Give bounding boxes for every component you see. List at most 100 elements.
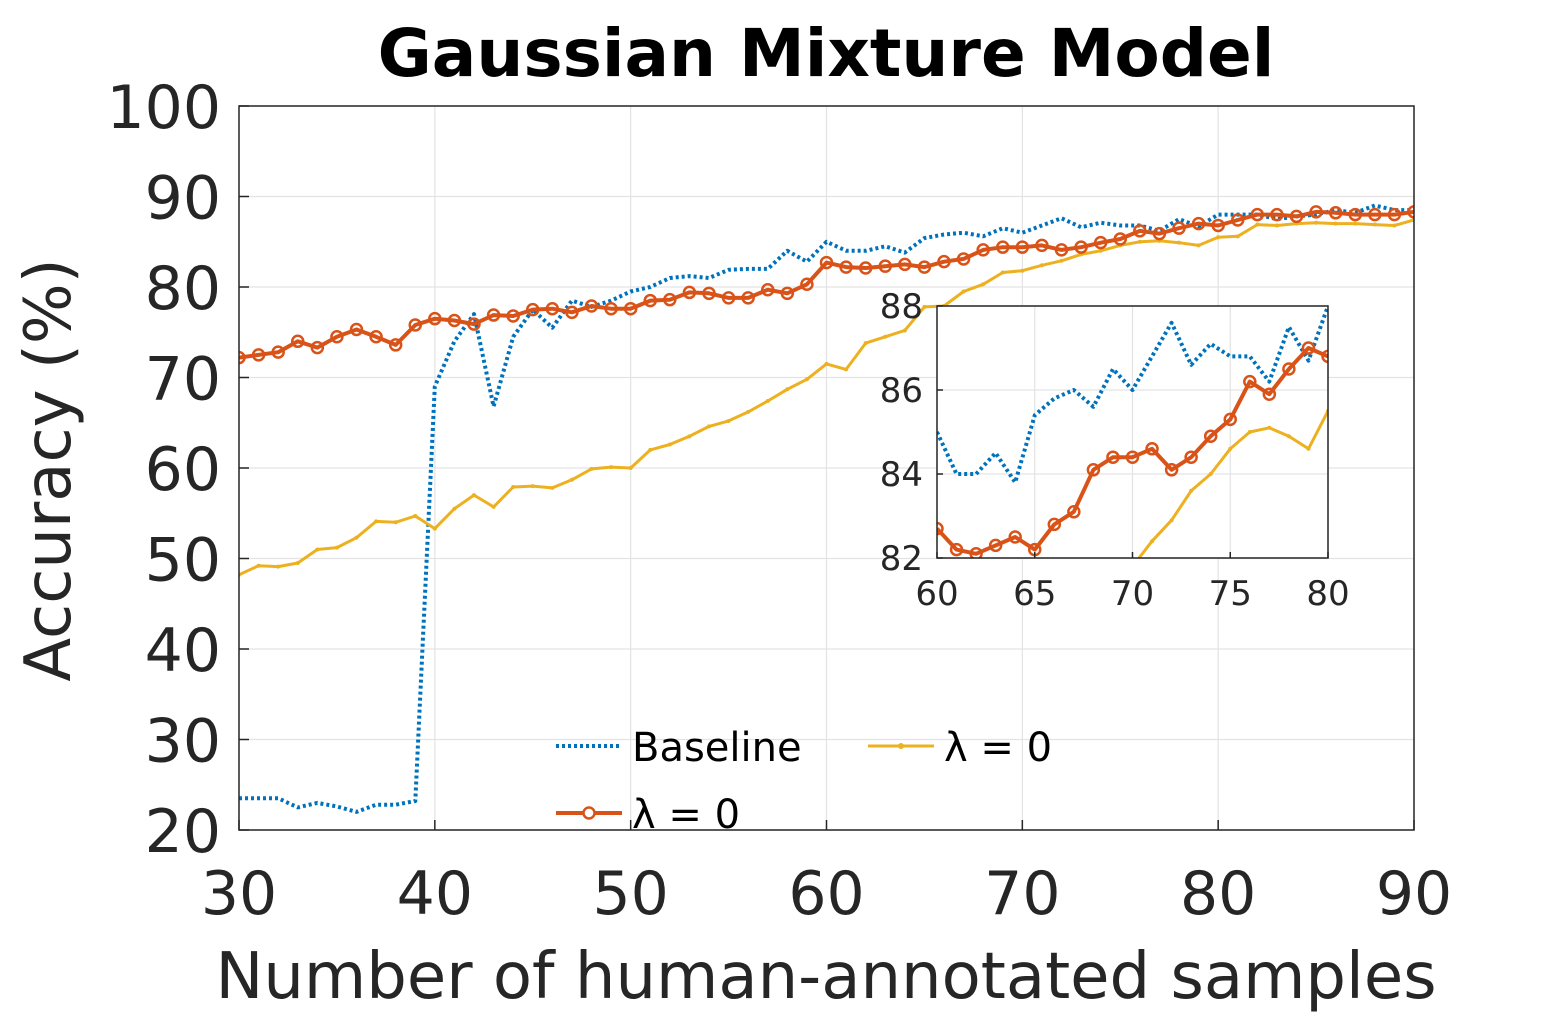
main-point-lambda-yellow bbox=[432, 526, 437, 531]
main-x-tick-label: 50 bbox=[592, 859, 668, 929]
main-point-lambda-orange bbox=[1015, 240, 1030, 254]
inset-point-lambda-orange bbox=[1321, 349, 1328, 364]
inset-series-line-baseline bbox=[937, 306, 1328, 485]
main-point-lambda-orange bbox=[839, 260, 853, 274]
main-y-tick-label: 30 bbox=[145, 707, 221, 777]
main-point-lambda-orange bbox=[251, 348, 266, 362]
main-point-lambda-orange bbox=[565, 305, 579, 320]
chart-title: Gaussian Mixture Model bbox=[378, 15, 1275, 92]
main-point-lambda-orange bbox=[643, 293, 657, 308]
inset-point-lambda-orange bbox=[1262, 387, 1277, 401]
y-axis-label: Accuracy (%) bbox=[12, 258, 86, 681]
main-point-lambda-yellow bbox=[1020, 268, 1025, 273]
main-point-lambda-orange bbox=[800, 277, 814, 292]
main-point-lambda-yellow bbox=[1177, 240, 1181, 245]
inset-chart: 60 65 70 75 80 82 84 86 88 bbox=[880, 287, 1350, 904]
main-y-tick-label: 40 bbox=[145, 616, 221, 686]
inset-y-tick-labels: 82 84 86 88 bbox=[880, 287, 943, 579]
main-point-lambda-yellow bbox=[354, 535, 359, 540]
inset-point-lambda-yellow bbox=[1247, 430, 1252, 434]
legend-item-lambda-yellow: λ = 0 bbox=[868, 725, 1052, 771]
inset-point-lambda-yellow bbox=[1052, 728, 1056, 732]
inset-point-lambda-orange bbox=[1301, 341, 1316, 355]
inset-point-lambda-yellow bbox=[1306, 446, 1311, 451]
main-point-lambda-orange bbox=[388, 338, 403, 352]
inset-point-lambda-yellow bbox=[974, 900, 978, 904]
inset-point-lambda-orange bbox=[1086, 463, 1101, 477]
main-series-line-lambda-orange bbox=[239, 209, 1414, 360]
main-series-line-baseline bbox=[239, 203, 1414, 814]
x-tick-labels: 30 40 50 60 70 80 90 bbox=[201, 820, 1452, 929]
main-point-lambda-yellow bbox=[609, 465, 614, 470]
main-point-lambda-orange bbox=[702, 286, 716, 301]
inset-point-lambda-orange bbox=[1047, 517, 1062, 532]
main-point-lambda-orange bbox=[663, 292, 677, 307]
main-point-lambda-orange bbox=[976, 243, 990, 257]
inset-y-tick-label: 84 bbox=[880, 455, 923, 495]
main-point-lambda-yellow bbox=[726, 418, 731, 423]
main-point-lambda-orange bbox=[1113, 232, 1127, 246]
main-point-lambda-orange bbox=[545, 301, 560, 316]
main-point-lambda-yellow bbox=[1333, 221, 1338, 226]
main-point-lambda-yellow bbox=[804, 377, 809, 382]
main-x-tick-label: 30 bbox=[201, 859, 277, 929]
main-point-lambda-orange bbox=[623, 301, 638, 316]
main-point-lambda-yellow bbox=[1098, 248, 1103, 253]
main-y-tick-label: 70 bbox=[145, 345, 221, 415]
main-point-lambda-yellow bbox=[687, 434, 692, 439]
main-x-tick-label: 80 bbox=[1180, 859, 1256, 929]
legend-label-lambda-yellow: λ = 0 bbox=[944, 725, 1052, 771]
inset-point-lambda-orange bbox=[1184, 450, 1198, 464]
inset-x-tick-label: 75 bbox=[1209, 574, 1252, 614]
main-point-lambda-yellow bbox=[765, 399, 770, 404]
main-point-lambda-orange bbox=[428, 311, 442, 326]
main-point-lambda-yellow bbox=[1059, 258, 1064, 263]
main-point-lambda-yellow bbox=[628, 466, 633, 470]
main-x-tick-label: 90 bbox=[1376, 859, 1452, 929]
main-point-lambda-orange bbox=[310, 340, 325, 355]
inset-point-lambda-orange bbox=[1145, 442, 1159, 456]
main-y-tick-label: 60 bbox=[145, 435, 221, 505]
main-point-lambda-orange bbox=[1172, 221, 1186, 235]
inset-point-lambda-orange bbox=[1125, 450, 1140, 464]
inset-x-tick-label: 65 bbox=[1013, 574, 1056, 614]
main-point-lambda-yellow bbox=[824, 361, 829, 366]
main-point-lambda-yellow bbox=[589, 466, 594, 471]
inset-series-clip-group bbox=[937, 306, 1328, 904]
main-point-lambda-yellow bbox=[648, 447, 653, 452]
main-point-lambda-orange bbox=[682, 285, 697, 300]
inset-point-lambda-yellow bbox=[1150, 539, 1155, 544]
main-y-tick-label: 100 bbox=[106, 73, 221, 143]
main-point-lambda-orange bbox=[1270, 207, 1284, 222]
main-point-lambda-orange bbox=[937, 254, 951, 269]
main-point-lambda-orange bbox=[1289, 209, 1304, 224]
main-point-lambda-orange bbox=[604, 301, 618, 316]
main-point-lambda-yellow bbox=[707, 424, 711, 429]
main-point-lambda-orange bbox=[1035, 238, 1049, 253]
main-point-lambda-orange bbox=[239, 350, 246, 365]
main-point-lambda-orange bbox=[526, 302, 540, 317]
main-point-lambda-yellow bbox=[883, 334, 888, 339]
main-point-lambda-yellow bbox=[472, 493, 476, 498]
main-point-lambda-orange bbox=[996, 240, 1010, 254]
main-point-lambda-orange bbox=[898, 257, 912, 272]
inset-point-lambda-yellow bbox=[1131, 564, 1135, 568]
main-point-lambda-yellow bbox=[1039, 263, 1044, 268]
main-point-lambda-yellow bbox=[550, 485, 555, 490]
main-point-lambda-orange bbox=[1074, 240, 1088, 254]
inset-y-tick-label: 88 bbox=[880, 287, 923, 327]
main-point-lambda-yellow bbox=[334, 545, 339, 550]
inset-x-tick-labels: 60 65 70 75 80 bbox=[915, 552, 1350, 614]
main-point-lambda-orange bbox=[584, 299, 599, 313]
main-series-layer bbox=[239, 203, 1414, 814]
main-point-lambda-yellow bbox=[1255, 222, 1260, 227]
main-point-lambda-yellow bbox=[1314, 220, 1319, 225]
inset-point-lambda-yellow bbox=[1169, 518, 1174, 523]
main-point-lambda-yellow bbox=[1000, 270, 1005, 275]
inset-point-lambda-yellow bbox=[1208, 472, 1213, 476]
inset-point-lambda-yellow bbox=[1091, 627, 1095, 631]
inset-point-lambda-orange bbox=[988, 538, 1003, 553]
main-point-lambda-yellow bbox=[295, 561, 300, 566]
main-x-tick-label: 40 bbox=[397, 859, 473, 929]
main-point-lambda-yellow bbox=[1235, 234, 1240, 239]
